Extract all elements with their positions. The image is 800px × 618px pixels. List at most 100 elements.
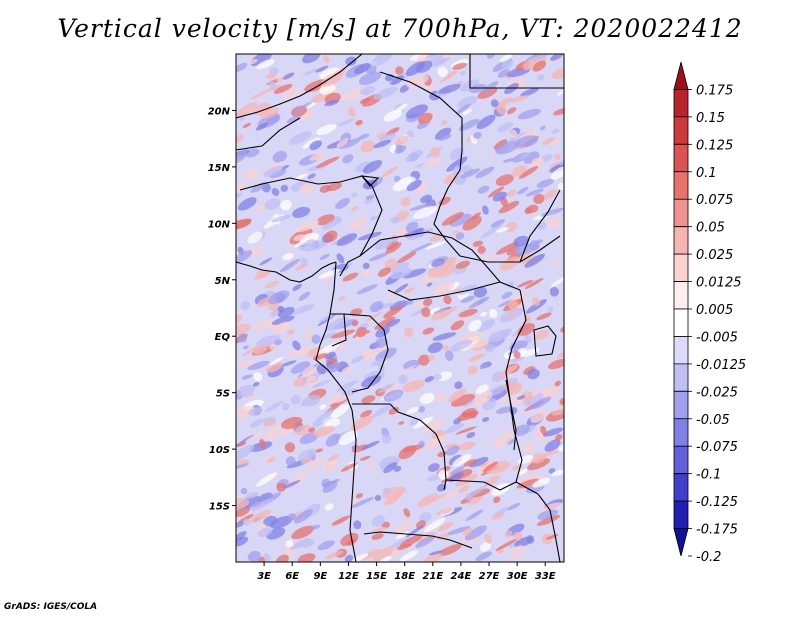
field-patch bbox=[288, 131, 312, 145]
field-patch bbox=[353, 63, 371, 75]
field-patch bbox=[361, 395, 376, 404]
field-patch bbox=[313, 425, 336, 437]
field-patch bbox=[422, 327, 435, 335]
field-patch bbox=[236, 444, 255, 461]
field-patch bbox=[556, 350, 564, 359]
field-patch bbox=[263, 553, 271, 562]
field-patch bbox=[454, 473, 478, 487]
field-patch bbox=[417, 493, 439, 508]
field-patch bbox=[269, 516, 293, 529]
field-patch bbox=[371, 357, 388, 367]
field-patch bbox=[359, 455, 371, 461]
field-patch bbox=[302, 68, 319, 76]
field-patch bbox=[431, 258, 445, 268]
field-patch bbox=[406, 75, 429, 88]
colorbar-label: 0.125 bbox=[696, 138, 733, 153]
lon-label: 21E bbox=[422, 571, 443, 582]
field-patch bbox=[274, 339, 283, 346]
field-patch bbox=[395, 66, 404, 75]
field-patch bbox=[282, 72, 295, 80]
field-patch bbox=[394, 145, 407, 154]
field-patch bbox=[392, 547, 401, 558]
field-patch bbox=[518, 165, 539, 179]
field-patch bbox=[480, 311, 488, 317]
field-patch bbox=[322, 460, 339, 472]
field-patch bbox=[453, 288, 462, 293]
field-patch bbox=[490, 219, 506, 228]
field-patch bbox=[495, 140, 520, 155]
field-patch bbox=[306, 376, 317, 385]
field-patch bbox=[520, 348, 540, 358]
field-patch bbox=[539, 502, 563, 513]
field-patch bbox=[402, 268, 427, 279]
field-patch bbox=[406, 179, 422, 192]
field-patch bbox=[315, 65, 329, 73]
field-patch bbox=[359, 227, 368, 234]
field-patch bbox=[402, 359, 420, 370]
field-patch bbox=[271, 214, 292, 223]
field-patch bbox=[281, 360, 297, 367]
field-patch bbox=[271, 187, 280, 197]
field-patch bbox=[524, 334, 532, 344]
field-patch bbox=[308, 240, 329, 247]
field-patch bbox=[356, 284, 378, 295]
field-patch bbox=[236, 442, 247, 448]
field-patch bbox=[429, 234, 444, 242]
field-patch bbox=[331, 515, 351, 526]
field-patch bbox=[380, 555, 392, 562]
border-congo-drc bbox=[343, 313, 389, 393]
field-patch bbox=[239, 116, 246, 122]
field-patch bbox=[449, 213, 472, 227]
field-patch bbox=[450, 320, 465, 331]
field-patch bbox=[324, 550, 344, 560]
field-patch bbox=[295, 220, 320, 233]
field-patch bbox=[495, 227, 509, 233]
border-libya-chad bbox=[379, 71, 463, 171]
field-patch bbox=[312, 420, 323, 428]
border-drc-car bbox=[387, 281, 501, 301]
lon-label: 33E bbox=[535, 571, 556, 582]
field-patch bbox=[309, 140, 322, 151]
field-patch bbox=[240, 487, 248, 495]
colorbar-swatch bbox=[673, 336, 689, 365]
field-patch bbox=[518, 468, 528, 476]
field-patch bbox=[251, 498, 274, 512]
field-patch bbox=[236, 151, 248, 164]
field-patch bbox=[492, 433, 513, 448]
field-patch bbox=[241, 374, 253, 380]
field-patch bbox=[526, 535, 535, 544]
field-patch bbox=[290, 394, 301, 405]
field-patch bbox=[267, 290, 290, 305]
field-patch bbox=[286, 329, 295, 336]
field-patch bbox=[292, 101, 312, 113]
field-patch bbox=[421, 307, 431, 318]
field-patch bbox=[460, 70, 466, 76]
field-patch bbox=[253, 372, 263, 382]
field-patch bbox=[266, 456, 276, 464]
field-patch bbox=[405, 61, 425, 77]
field-patch bbox=[317, 540, 335, 551]
field-patch bbox=[236, 497, 250, 510]
field-patch bbox=[375, 326, 390, 338]
field-patch bbox=[547, 306, 554, 313]
field-patch bbox=[250, 181, 268, 193]
field-patch bbox=[345, 56, 357, 66]
field-patch bbox=[516, 395, 526, 400]
field-patch bbox=[438, 83, 461, 94]
field-patch bbox=[426, 282, 433, 287]
field-patch bbox=[464, 525, 487, 541]
field-patch bbox=[257, 527, 273, 537]
field-patch bbox=[559, 397, 564, 405]
field-patch bbox=[391, 234, 399, 243]
field-patch bbox=[417, 112, 433, 124]
field-patch bbox=[551, 128, 560, 135]
field-patch bbox=[495, 538, 518, 551]
field-patch bbox=[248, 509, 272, 524]
lon-label: 9E bbox=[313, 571, 327, 582]
field-patch bbox=[487, 186, 505, 198]
field-patch bbox=[265, 361, 284, 373]
field-patch bbox=[514, 424, 530, 436]
field-patch bbox=[379, 133, 396, 143]
field-patch bbox=[397, 251, 417, 264]
field-patch bbox=[322, 276, 330, 281]
